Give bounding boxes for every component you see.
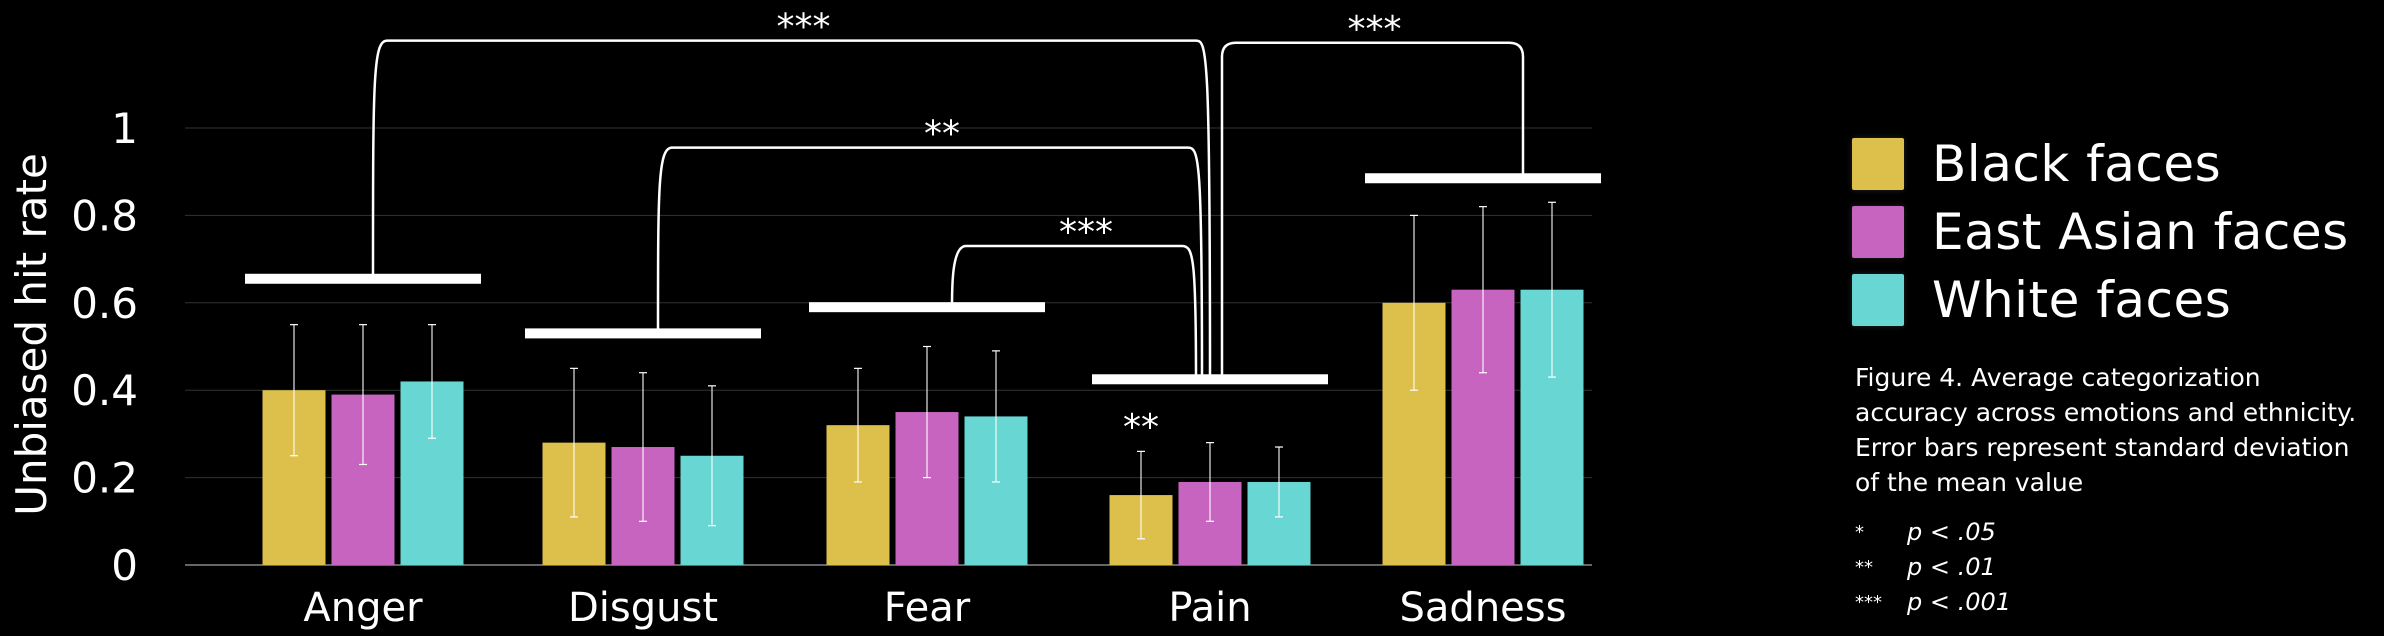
- x-tick-label: Anger: [303, 585, 423, 631]
- y-tick-label: 0.8: [71, 191, 138, 240]
- significance-bracket: [950, 244, 1198, 380]
- y-tick-label: 1: [111, 104, 138, 153]
- x-tick-label: Sadness: [1400, 585, 1567, 631]
- significance-bracket: [371, 39, 1212, 380]
- x-tick-label: Disgust: [568, 585, 718, 631]
- significance-bracket: [656, 146, 1204, 380]
- y-tick-label: 0.2: [71, 454, 138, 503]
- significance-threshold: p < .001: [1907, 588, 2012, 616]
- legend-swatch-white-faces: [1852, 274, 1904, 326]
- legend-item-east-asian-faces: East Asian faces: [1852, 198, 2349, 266]
- group-mean-bar: [1365, 173, 1601, 184]
- significance-stars: ***: [1348, 9, 1402, 50]
- significance-stars: **: [1855, 557, 1873, 578]
- legend-swatch-black-faces: [1852, 138, 1904, 190]
- significance-key-row: ** p < .01: [1855, 550, 2011, 585]
- significance-stars: *: [1855, 522, 1864, 543]
- significance-stars: **: [924, 114, 960, 155]
- significance-key-row: * p < .05: [1855, 515, 2011, 550]
- legend-label-east-asian-faces: East Asian faces: [1932, 203, 2349, 261]
- significance-stars: ***: [1855, 592, 1882, 613]
- significance-stars: ***: [777, 7, 831, 48]
- significance-stars: ***: [1059, 212, 1113, 253]
- group-mean-bar: [245, 273, 481, 284]
- group-mean-bar: [525, 328, 761, 339]
- x-tick-label: Pain: [1168, 585, 1251, 631]
- significance-stars: **: [1123, 407, 1159, 448]
- figure-caption: Figure 4. Average categorization accurac…: [1855, 363, 2357, 497]
- y-axis-label: Unbiased hit rate: [7, 153, 56, 516]
- significance-key: * p < .05 ** p < .01 *** p < .001: [1855, 515, 2011, 620]
- legend: Black faces East Asian faces White faces: [1852, 130, 2349, 334]
- y-tick-label: 0.4: [71, 366, 138, 415]
- legend-label-black-faces: Black faces: [1932, 135, 2222, 193]
- legend-label-white-faces: White faces: [1932, 271, 2232, 329]
- group-mean-bar: [809, 302, 1045, 313]
- y-tick-label: 0: [111, 541, 138, 590]
- significance-threshold: p < .05: [1907, 518, 1996, 546]
- y-tick-label: 0.6: [71, 279, 138, 328]
- legend-swatch-east-asian-faces: [1852, 206, 1904, 258]
- significance-bracket: [1220, 41, 1525, 380]
- significance-key-row: *** p < .001: [1855, 585, 2011, 620]
- legend-item-black-faces: Black faces: [1852, 130, 2349, 198]
- significance-threshold: p < .01: [1907, 553, 1996, 581]
- bar-chart: 0 0.2 0.4 0.6 0.8 1 Unbiased hit rate Anger Disg…: [7, 7, 1601, 631]
- x-tick-label: Fear: [884, 585, 971, 631]
- legend-item-white-faces: White faces: [1852, 266, 2349, 334]
